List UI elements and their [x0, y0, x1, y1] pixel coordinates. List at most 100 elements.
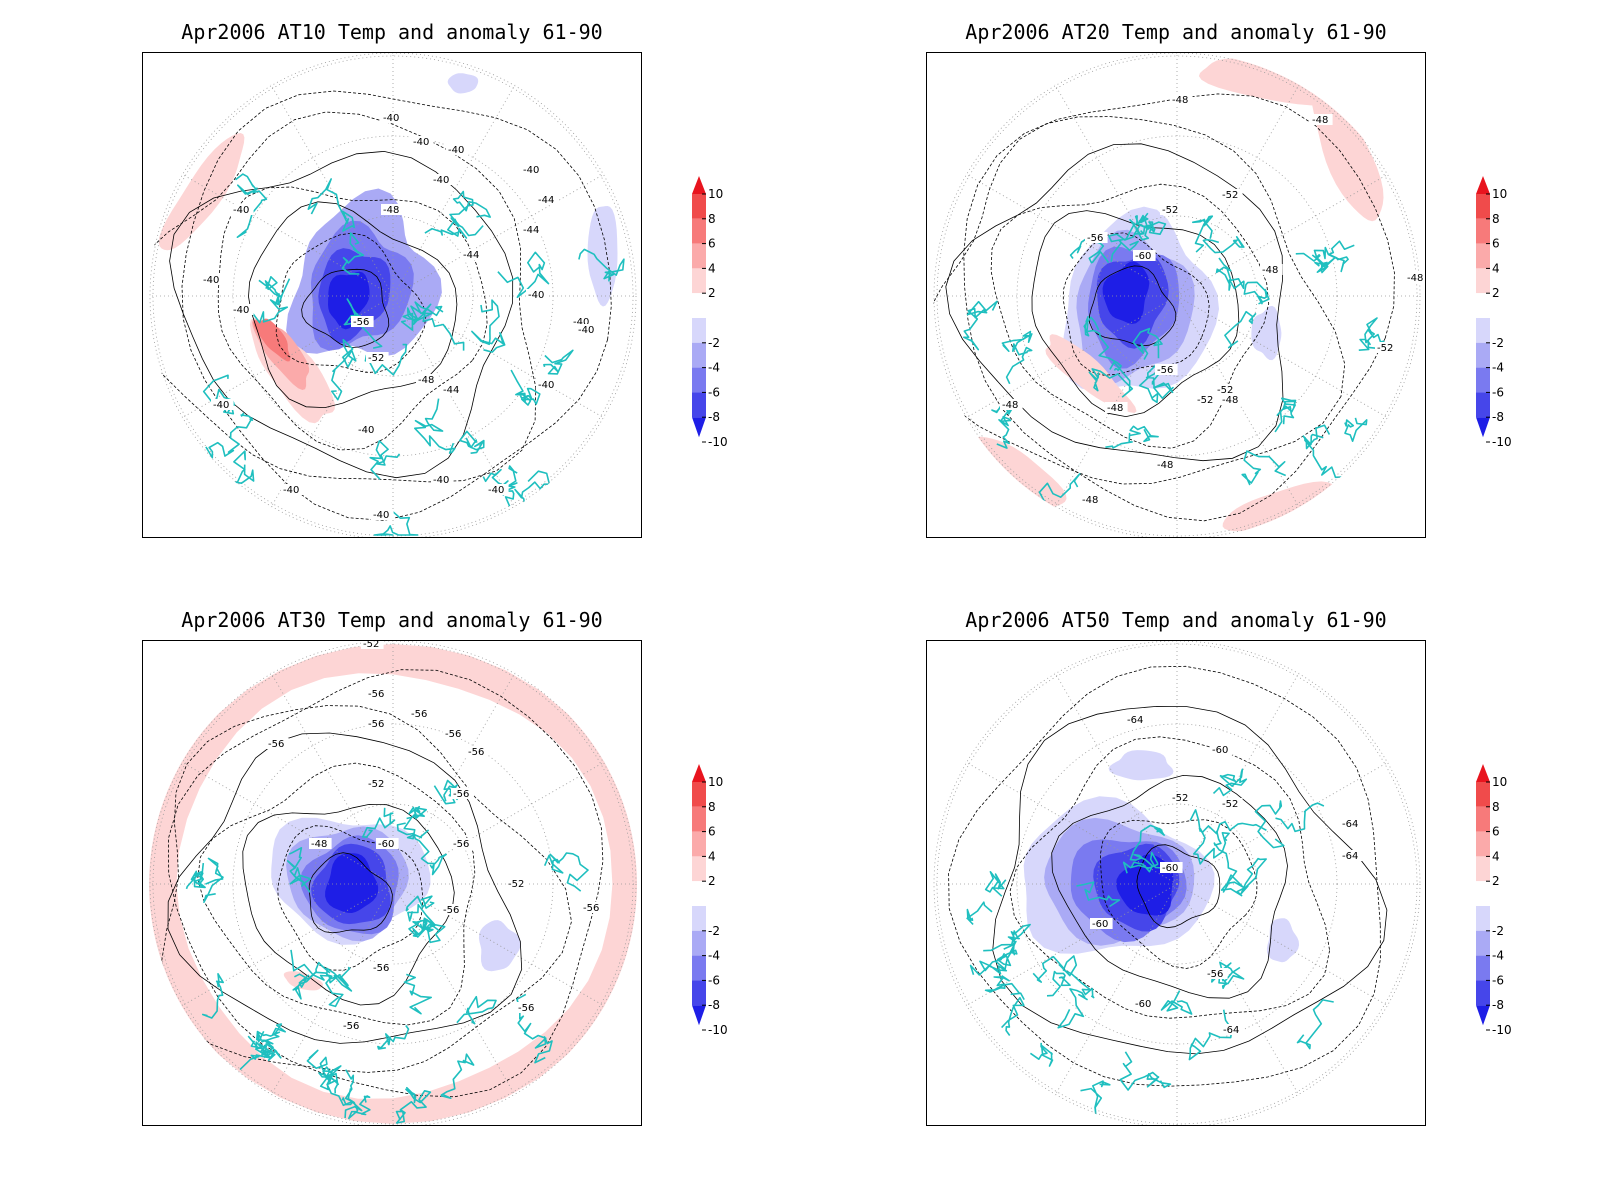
contour-label: -64	[1223, 1025, 1239, 1036]
colorbar-tick-label: 8	[708, 212, 716, 226]
anomaly-region	[1198, 58, 1382, 106]
anomaly-region	[158, 133, 245, 251]
contour-labels: -52 -56 -56 -56 -56 -56 -56 -52 -56 -60 -48 -56 -52 -…	[266, 641, 604, 1032]
colorbar-swatch	[1476, 980, 1490, 1006]
colorbar-swatch	[692, 243, 706, 269]
colorbar-swatch	[692, 218, 706, 244]
map-boundary	[933, 641, 1421, 1125]
contour-label: -48	[1107, 403, 1123, 414]
contour-label: -56	[353, 317, 369, 328]
contour-label: -56	[453, 839, 469, 850]
colorbar-tick-label: -10	[1492, 1023, 1512, 1037]
colorbar-swatch	[692, 318, 706, 343]
colorbar-tick-label: 2	[1492, 874, 1500, 888]
colorbar-tick-label: 10	[1492, 187, 1507, 201]
colorbar-tick-label: 6	[1492, 825, 1500, 839]
contour-line	[992, 705, 1388, 1055]
contour-label: -40	[358, 425, 374, 436]
contour-line	[149, 111, 537, 483]
contour-label: -52	[1162, 205, 1178, 216]
anomaly-region	[587, 206, 618, 307]
contour-line	[1089, 265, 1177, 347]
colorbar-tick-label: -10	[708, 435, 728, 449]
colorbar-tick-label: 4	[708, 849, 716, 863]
colorbar-swatch	[1476, 930, 1490, 956]
coastlines	[185, 779, 589, 1124]
contour-label: -56	[411, 709, 427, 720]
temperature-contours	[933, 93, 1395, 522]
colorbar-tick-label: 10	[708, 775, 723, 789]
colorbar-arrow-top	[692, 764, 706, 782]
colorbar-swatch	[692, 806, 706, 832]
colorbar-swatch	[692, 293, 706, 318]
contour-line	[197, 762, 476, 1026]
colorbar-swatch	[1476, 806, 1490, 832]
contour-line	[1100, 819, 1258, 969]
contour-label: -56	[468, 747, 484, 758]
colorbar-swatch	[1476, 218, 1490, 244]
colorbar-swatch	[692, 268, 706, 294]
colorbar-swatch	[692, 906, 706, 931]
contour-label: -44	[463, 250, 479, 261]
colorbar-tick-label: 4	[1492, 849, 1500, 863]
colorbar-tick-label: -8	[1492, 410, 1504, 424]
contour-label: -40	[213, 400, 229, 411]
anomaly-region	[1102, 261, 1150, 324]
contour-label: -40	[433, 175, 449, 186]
temperature-contours	[161, 669, 604, 1098]
colorbar-tick-label: 8	[1492, 212, 1500, 226]
contour-label: -56	[368, 689, 384, 700]
lat-lon-grid	[933, 53, 1421, 537]
contour-label: -56	[445, 729, 461, 740]
colorbar-arrow-bottom	[692, 417, 706, 438]
contour-line	[277, 825, 424, 971]
contour-label: -56	[1157, 365, 1173, 376]
map-boundary	[149, 53, 637, 537]
contour-label: -52	[368, 779, 384, 790]
contour-label: -56	[443, 905, 459, 916]
colorbar-swatch	[1476, 906, 1490, 931]
colorbar-tick-label: 10	[1492, 775, 1507, 789]
contour-label: -40	[578, 325, 594, 336]
contour-label: -56	[518, 1003, 534, 1014]
colorbar-swatch	[1476, 856, 1490, 882]
colorbar-at50: 10 8 6 4 2 -2 -4 -6 -8 -10	[1476, 764, 1512, 1037]
colorbar-arrow-top	[1476, 764, 1490, 782]
colorbar-tick-label: -8	[708, 998, 720, 1012]
contour-label: -40	[448, 145, 464, 156]
colorbar-swatch	[692, 367, 706, 393]
contour-label: -56	[583, 903, 599, 914]
colorbar-tick-label: 4	[708, 261, 716, 275]
contour-line	[308, 852, 393, 934]
colorbar-swatch	[692, 782, 706, 807]
panel-title-at20: Apr2006 AT20 Temp and anomaly 61-90	[965, 20, 1387, 44]
contour-label: -56	[453, 789, 469, 800]
colorbar-tick-label: 8	[1492, 800, 1500, 814]
contour-label: -48	[1157, 460, 1173, 471]
colorbar-tick-label: -2	[1492, 336, 1504, 350]
contour-label: -48	[418, 375, 434, 386]
contour-label: -44	[443, 385, 459, 396]
colorbar-tick-label: -4	[1492, 949, 1504, 963]
anomaly-region	[478, 920, 521, 972]
colorbar-swatch	[692, 831, 706, 857]
anomaly-region	[1108, 750, 1174, 781]
colorbar-swatch	[692, 194, 706, 219]
colorbar-swatch	[1476, 318, 1490, 343]
colorbar-tick-label: -6	[708, 973, 720, 987]
contour-label: -40	[528, 290, 544, 301]
contour-label: -56	[343, 1021, 359, 1032]
map-frame-at10: -40 -40 -40 -40 -40 -44 -44 -48 -44 -40 -40 -40 -56-…	[142, 52, 642, 538]
colorbar-swatch	[1476, 367, 1490, 393]
temperature-contours	[948, 665, 1388, 1087]
colorbar-swatch	[1476, 243, 1490, 269]
contour-line	[933, 116, 1346, 485]
contour-label: -56	[268, 739, 284, 750]
colorbar-swatch	[1476, 782, 1490, 807]
contour-line	[167, 732, 523, 1044]
contour-line	[948, 665, 1381, 1087]
contour-label: -52	[1222, 190, 1238, 201]
contour-labels: -40-40-40-40-40-44-44-48-44-40-40-40-56-…	[201, 112, 599, 521]
colorbar-tick-label: 6	[708, 825, 716, 839]
contour-label: -64	[1127, 715, 1143, 726]
